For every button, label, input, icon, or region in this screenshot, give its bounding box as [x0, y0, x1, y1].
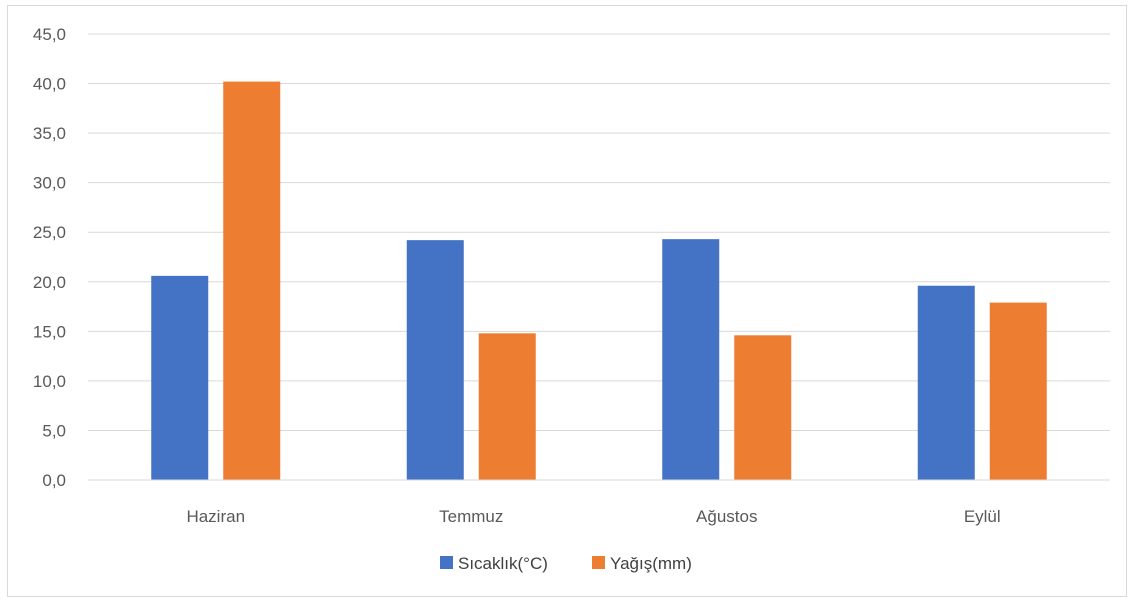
x-tick-label: Ağustos	[696, 507, 757, 526]
legend-swatch	[440, 556, 453, 569]
bar-yagis-0	[223, 81, 281, 480]
y-tick-label: 35,0	[33, 124, 66, 143]
bars	[151, 81, 1047, 480]
y-tick-label: 20,0	[33, 273, 66, 292]
bar-sicaklik-3	[917, 285, 975, 480]
bar-yagis-2	[734, 335, 792, 480]
x-tick-label: Haziran	[186, 507, 245, 526]
y-tick-label: 40,0	[33, 75, 66, 94]
legend-label: Sıcaklık(°C)	[458, 554, 548, 573]
y-tick-label: 25,0	[33, 223, 66, 242]
y-tick-label: 45,0	[33, 25, 66, 44]
legend-label: Yağış(mm)	[610, 554, 692, 573]
bar-sicaklik-2	[662, 239, 720, 480]
bar-sicaklik-0	[151, 275, 209, 480]
y-tick-label: 30,0	[33, 174, 66, 193]
y-axis-ticks: 0,0 5,0 10,0 15,0 20,0 25,0 30,0 35,0 40,0 45,0	[33, 25, 66, 490]
y-tick-label: 10,0	[33, 372, 66, 391]
x-axis-ticks: Haziran Temmuz Ağustos Eylül	[88, 479, 1110, 526]
x-tick-label: Temmuz	[439, 507, 503, 526]
x-tick-label: Eylül	[964, 507, 1001, 526]
y-tick-label: 5,0	[42, 421, 66, 440]
y-tick-label: 15,0	[33, 322, 66, 341]
legend: Sıcaklık(°C) Yağış(mm)	[440, 554, 692, 573]
bar-yagis-1	[478, 333, 536, 480]
bar-sicaklik-1	[406, 240, 464, 480]
y-tick-label: 0,0	[42, 471, 66, 490]
bar-yagis-3	[989, 302, 1047, 480]
legend-swatch	[592, 556, 605, 569]
